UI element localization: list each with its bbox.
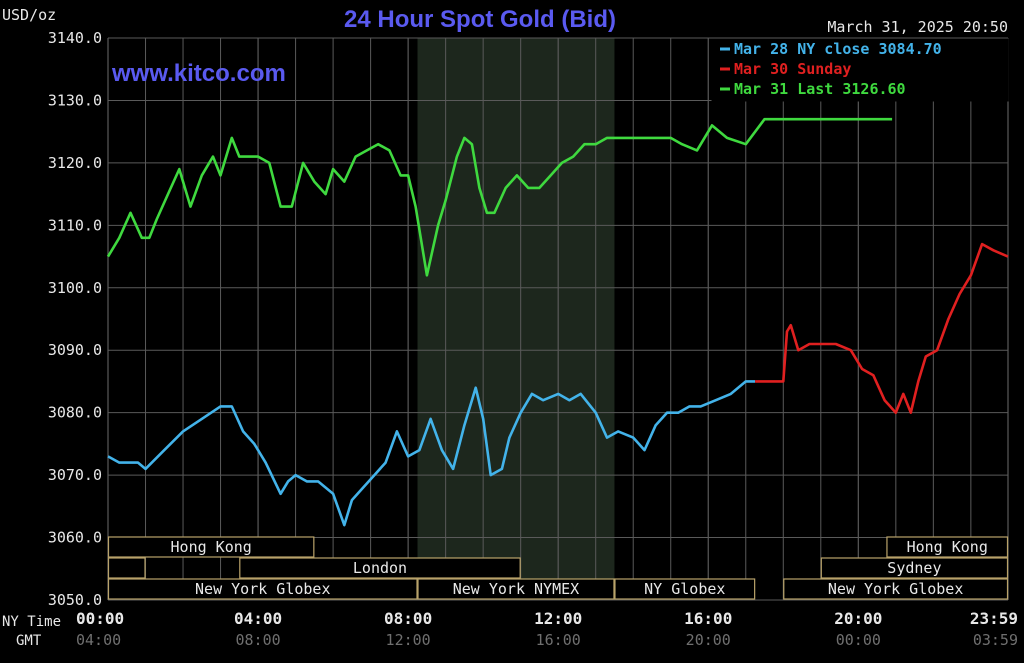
market-band xyxy=(107,557,146,579)
y-tick-label: 3060.0 xyxy=(48,529,102,547)
market-band xyxy=(820,557,1009,579)
market-band xyxy=(417,578,615,600)
legend-entry: Mar 30 Sunday xyxy=(734,60,851,78)
market-band-label: Sydney xyxy=(887,559,941,577)
y-tick-label: 3080.0 xyxy=(48,404,102,422)
chart-title: 24 Hour Spot Gold (Bid) xyxy=(344,6,616,33)
x-tick-label-gmt: 16:00 xyxy=(536,631,581,649)
timestamp-label: March 31, 2025 20:50 xyxy=(827,18,1008,36)
x-tick-label-gmt: 12:00 xyxy=(386,631,431,649)
x-tick-label-gmt: 03:59 xyxy=(973,631,1018,649)
legend-entry: Mar 31 Last 3126.60 xyxy=(734,80,906,98)
x-axis-row-label-ny: NY Time xyxy=(2,614,61,630)
y-tick-label: 3070.0 xyxy=(48,466,102,484)
market-band-label: Hong Kong xyxy=(171,538,252,556)
market-band xyxy=(107,578,418,600)
market-band-label: London xyxy=(353,559,407,577)
market-band xyxy=(886,536,1009,558)
session-highlight xyxy=(417,38,615,600)
x-tick-label-ny: 12:00 xyxy=(534,609,582,628)
x-axis-row-label-gmt: GMT xyxy=(16,633,42,649)
legend: Mar 28 NY close 3084.70 Mar 30 Sunday Mar … xyxy=(711,38,1009,102)
series-line xyxy=(755,242,1009,415)
legend-entry: Mar 28 NY close 3084.70 xyxy=(734,40,942,58)
series-line xyxy=(106,117,893,277)
x-tick-label-ny: 23:59 xyxy=(970,609,1018,628)
market-band-label: New York Globex xyxy=(828,580,963,598)
market-band-label: New York Globex xyxy=(195,580,330,598)
y-tick-label: 3050.0 xyxy=(48,591,102,609)
x-tick-label-ny: 16:00 xyxy=(684,609,732,628)
market-band xyxy=(239,557,521,579)
grid-lines xyxy=(107,37,1009,601)
y-tick-label: 3130.0 xyxy=(48,91,102,109)
y-tick-label: 3140.0 xyxy=(48,29,102,47)
x-tick-label-ny: 00:00 xyxy=(76,609,124,628)
site-watermark: www.kitco.com xyxy=(111,60,286,87)
market-band xyxy=(107,536,315,558)
x-tick-label-gmt: 00:00 xyxy=(836,631,881,649)
axis-labels: 3050.0 3060.0 3070.0 3080.0 3090.0 3100.0 3110… xyxy=(2,29,1018,649)
market-band-label: NY Globex xyxy=(644,580,725,598)
x-tick-label-gmt: 04:00 xyxy=(76,631,121,649)
plot-background xyxy=(417,38,615,600)
series-line xyxy=(107,380,756,527)
market-band xyxy=(614,578,756,600)
x-tick-label-ny: 08:00 xyxy=(384,609,432,628)
x-tick-label-gmt: 20:00 xyxy=(686,631,731,649)
x-tick-label-ny: 04:00 xyxy=(234,609,282,628)
legend-box xyxy=(711,38,1009,102)
market-band-label: New York NYMEX xyxy=(453,580,579,598)
y-tick-label: 3090.0 xyxy=(48,341,102,359)
price-series xyxy=(106,117,1009,527)
market-band xyxy=(783,578,1009,600)
unit-label: USD/oz xyxy=(2,6,56,24)
y-tick-label: 3100.0 xyxy=(48,279,102,297)
market-session-bands: Hong Kong Hong Kong London Sydney New York G… xyxy=(107,536,1009,600)
y-tick-label: 3120.0 xyxy=(48,154,102,172)
x-tick-label-gmt: 08:00 xyxy=(235,631,280,649)
market-band-label: Hong Kong xyxy=(907,538,988,556)
y-tick-label: 3110.0 xyxy=(48,216,102,234)
x-tick-label-ny: 20:00 xyxy=(834,609,882,628)
